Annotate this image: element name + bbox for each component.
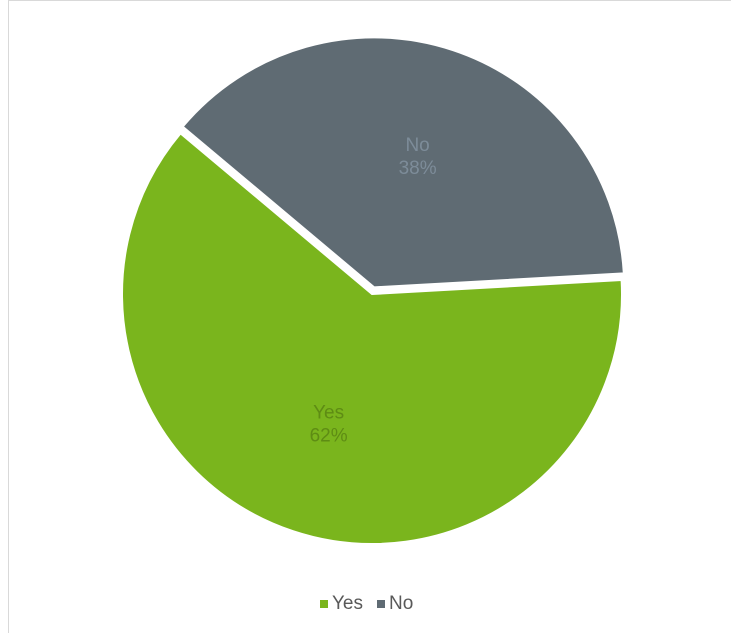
- legend-label: Yes: [332, 593, 363, 614]
- legend-label: No: [389, 593, 413, 614]
- legend-swatch: [320, 600, 328, 608]
- data-label-value: 38%: [399, 158, 437, 179]
- data-label: Yes 62%: [310, 402, 348, 446]
- data-label-category: Yes: [313, 402, 344, 423]
- pie-slice: [121, 131, 623, 545]
- data-label: No 38%: [399, 135, 437, 179]
- legend-swatch: [377, 600, 385, 608]
- pie-slice: [181, 36, 625, 289]
- data-label-value: 62%: [310, 425, 348, 446]
- data-label-category: No: [405, 135, 429, 156]
